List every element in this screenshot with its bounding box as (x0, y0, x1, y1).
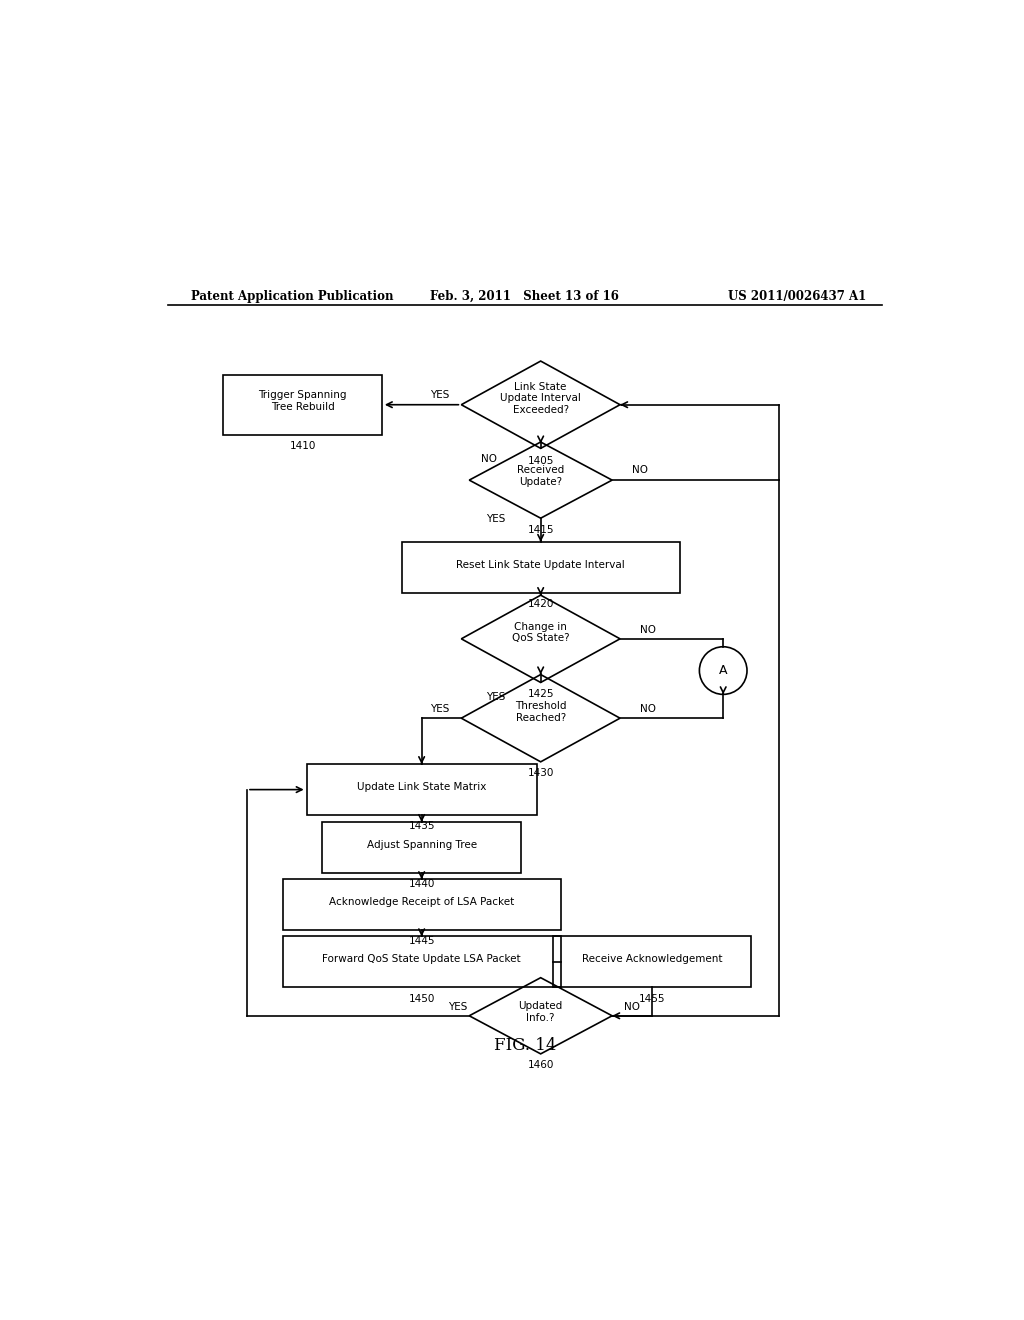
Bar (553, 936, 751, 987)
Bar (401, 543, 680, 593)
Text: 1435: 1435 (409, 821, 435, 832)
Text: YES: YES (485, 692, 505, 702)
Text: Link State
Update Interval
Exceeded?: Link State Update Interval Exceeded? (501, 381, 581, 414)
Text: 1430: 1430 (527, 768, 554, 779)
Text: 1415: 1415 (527, 524, 554, 535)
Text: YES: YES (430, 704, 450, 714)
Text: 1420: 1420 (527, 599, 554, 609)
Text: NO: NO (624, 1002, 640, 1012)
Text: Change in
QoS State?: Change in QoS State? (512, 622, 569, 643)
Text: 1455: 1455 (639, 994, 665, 1003)
Text: Acknowledge Receipt of LSA Packet: Acknowledge Receipt of LSA Packet (329, 898, 514, 907)
Text: 1440: 1440 (409, 879, 435, 890)
Text: Trigger Spanning
Tree Rebuild: Trigger Spanning Tree Rebuild (258, 389, 347, 412)
Text: YES: YES (449, 1002, 468, 1012)
Bar (323, 822, 521, 873)
Text: NO: NO (640, 624, 656, 635)
Text: YES: YES (485, 513, 505, 524)
Text: Adjust Spanning Tree: Adjust Spanning Tree (367, 840, 477, 850)
Text: US 2011/0026437 A1: US 2011/0026437 A1 (728, 290, 866, 304)
Text: NO: NO (481, 454, 497, 463)
Text: Feb. 3, 2011   Sheet 13 of 16: Feb. 3, 2011 Sheet 13 of 16 (430, 290, 620, 304)
Text: 1450: 1450 (409, 994, 435, 1003)
Bar (306, 764, 537, 814)
Text: 1445: 1445 (409, 936, 435, 946)
Text: Updated
Info.?: Updated Info.? (518, 1001, 563, 1023)
Text: Received
Update?: Received Update? (517, 466, 564, 487)
Text: 1410: 1410 (290, 441, 315, 451)
Text: Reset Link State Update Interval: Reset Link State Update Interval (457, 560, 625, 570)
Text: Patent Application Publication: Patent Application Publication (191, 290, 394, 304)
Bar (283, 879, 560, 931)
Text: FIG. 14: FIG. 14 (494, 1038, 556, 1053)
Text: Threshold
Reached?: Threshold Reached? (515, 701, 566, 722)
Text: Receive Acknowledgement: Receive Acknowledgement (582, 954, 722, 965)
Text: NO: NO (640, 704, 656, 714)
Text: Forward QoS State Update LSA Packet: Forward QoS State Update LSA Packet (323, 954, 521, 965)
Bar (283, 936, 560, 987)
Text: 1460: 1460 (527, 1060, 554, 1071)
Text: 1425: 1425 (527, 689, 554, 698)
Bar (223, 375, 382, 434)
Text: Update Link State Matrix: Update Link State Matrix (357, 783, 486, 792)
Text: NO: NO (632, 465, 648, 475)
Text: 1405: 1405 (527, 457, 554, 466)
Text: A: A (719, 664, 727, 677)
Text: YES: YES (430, 389, 450, 400)
